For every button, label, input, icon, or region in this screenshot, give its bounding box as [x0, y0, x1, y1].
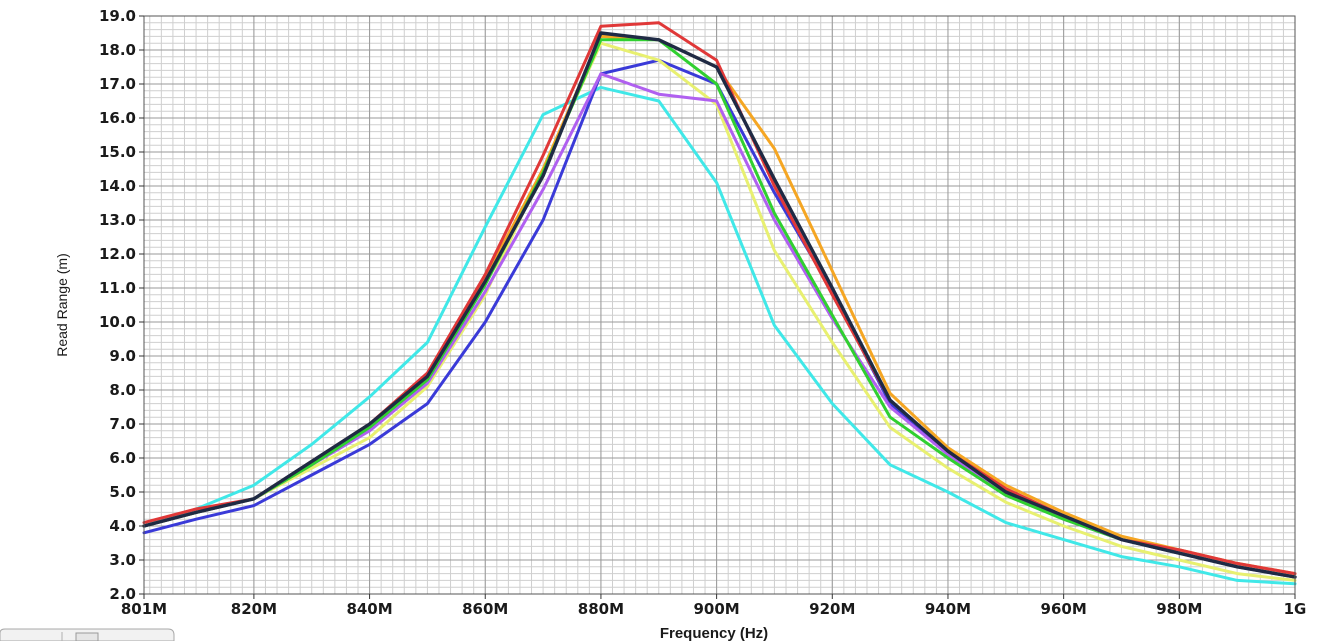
y-tick-label: 19.0: [99, 7, 136, 25]
x-tick-label: 920M: [809, 600, 855, 618]
plot-frame: [143, 15, 1296, 595]
x-tick-label: 840M: [346, 600, 392, 618]
series-line-8: [142, 31, 1297, 579]
x-tick-label: 900M: [693, 600, 739, 618]
x-tick-label: 1G: [1284, 600, 1307, 618]
y-tick-label: 3.0: [109, 551, 136, 569]
y-tick-label: 18.0: [99, 41, 136, 59]
series-line-1: [142, 85, 1297, 586]
y-tick-label: 7.0: [109, 415, 136, 433]
x-tick-label: 980M: [1156, 600, 1202, 618]
x-axis-label: Frequency (Hz): [660, 625, 768, 641]
y-tick-label: 2.0: [109, 585, 136, 603]
x-tick-label: 820M: [231, 600, 277, 618]
y-axis-label: Read Range (m): [54, 253, 70, 357]
y-tick-label: 12.0: [99, 245, 136, 263]
x-tick-label: 960M: [1041, 600, 1087, 618]
x-tick-label: 801M: [121, 600, 167, 618]
x-tick-label: 940M: [925, 600, 971, 618]
y-tick-label: 6.0: [109, 449, 136, 467]
y-tick-label: 11.0: [99, 279, 136, 297]
y-tick-label: 8.0: [109, 381, 136, 399]
y-tick-label: 16.0: [99, 109, 136, 127]
x-tick-label: 860M: [462, 600, 508, 618]
x-tick-label: 880M: [578, 600, 624, 618]
y-tick-label: 17.0: [99, 75, 136, 93]
y-tick-label: 15.0: [99, 143, 136, 161]
toolbar-remnant[interactable]: [0, 628, 175, 641]
y-tick-label: 10.0: [99, 313, 136, 331]
axes: 801M 820M 840M 860M 880M 900M 920M 940M 960M 980M…: [99, 7, 1306, 618]
series-layer: [142, 21, 1297, 586]
y-tick-label: 4.0: [109, 517, 136, 535]
y-tick-label: 5.0: [109, 483, 136, 501]
plot-area: [144, 16, 1295, 594]
y-tick-label: 13.0: [99, 211, 136, 229]
y-tick-label: 14.0: [99, 177, 136, 195]
y-tick-label: 9.0: [109, 347, 136, 365]
